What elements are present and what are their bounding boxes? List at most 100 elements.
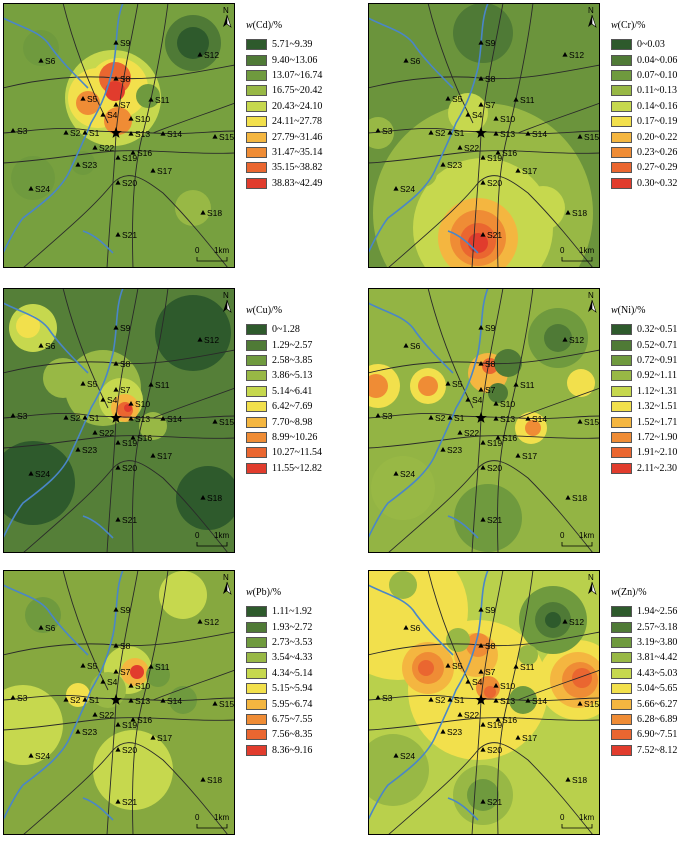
site-label: S5 — [87, 379, 98, 389]
site-label: S6 — [45, 623, 56, 633]
site-marker — [480, 232, 486, 237]
site-label: S2 — [435, 128, 446, 138]
legend-unit: /% — [635, 587, 647, 598]
site-label: S4 — [107, 677, 118, 687]
road-line — [427, 288, 474, 409]
site-label: S19 — [122, 438, 137, 448]
site-marker — [515, 453, 521, 458]
legend-unit: /% — [634, 20, 646, 31]
site-marker — [10, 413, 16, 418]
river-line — [368, 3, 489, 254]
site-marker — [28, 186, 34, 191]
concentration-patch — [368, 374, 388, 398]
concentration-patch — [482, 358, 498, 374]
legend-range-label: 5.15~5.94 — [272, 683, 313, 695]
site-marker — [80, 663, 86, 668]
site-label: S8 — [120, 74, 131, 84]
site-marker — [100, 679, 106, 684]
site-label: S15 — [584, 417, 599, 427]
site-label: S1 — [89, 413, 100, 423]
site-label: S11 — [155, 662, 170, 672]
scale-distance-label: 1km — [214, 813, 229, 822]
legend-ni: w(Ni)/% 0.32~0.51 0.52~0.71 0.72~0.91 0.92~1… — [611, 305, 700, 476]
road-line — [387, 175, 594, 268]
site-marker — [457, 712, 463, 717]
legend-range-label: 6.42~7.69 — [272, 401, 313, 413]
site-marker — [562, 619, 568, 624]
site-label: S16 — [502, 148, 517, 158]
legend-range-label: 3.19~3.80 — [637, 636, 678, 648]
site-label: S13 — [500, 414, 515, 424]
site-label: S22 — [99, 143, 114, 153]
legend-range-label: 0.27~0.29 — [637, 162, 678, 174]
site-marker — [525, 698, 531, 703]
concentration-patch — [139, 412, 167, 440]
site-label: S22 — [99, 428, 114, 438]
site-label: S9 — [485, 323, 496, 333]
site-marker — [478, 361, 484, 366]
site-label: S16 — [137, 715, 152, 725]
legend-range-label: 5.04~5.65 — [637, 683, 678, 695]
legend-range-label: 7.52~8.12 — [637, 744, 678, 756]
legend-swatch — [246, 652, 267, 664]
site-marker — [92, 145, 98, 150]
site-label: S7 — [120, 385, 131, 395]
site-marker — [115, 155, 121, 160]
river-line — [368, 17, 454, 89]
site-label: S3 — [17, 126, 28, 136]
site-marker — [525, 416, 531, 421]
site-marker — [160, 131, 166, 136]
site-marker — [445, 663, 451, 668]
site-label: S6 — [410, 56, 421, 66]
site-label: S17 — [157, 733, 172, 743]
site-label: S14 — [532, 696, 547, 706]
site-label: S5 — [87, 661, 98, 671]
site-label: S1 — [454, 413, 465, 423]
legend-entry: 11.55~12.82 — [246, 461, 340, 476]
site-marker — [495, 435, 501, 440]
site-label: S11 — [155, 95, 170, 105]
legend-range-label: 6.75~7.55 — [272, 713, 313, 725]
site-label: S6 — [410, 341, 421, 351]
legend-entry: 1.94~2.56 — [611, 604, 700, 619]
site-marker — [113, 40, 119, 45]
site-marker — [82, 697, 88, 702]
city-center-star — [475, 412, 487, 423]
site-label: S11 — [520, 95, 535, 105]
site-marker — [577, 701, 583, 706]
legend-swatch — [611, 462, 632, 474]
site-label: S7 — [485, 667, 496, 677]
river-line — [368, 570, 489, 821]
site-marker — [38, 58, 44, 63]
north-label: N — [223, 6, 229, 15]
site-label: S10 — [500, 114, 515, 124]
site-label: S15 — [584, 699, 599, 709]
road-line — [3, 694, 235, 702]
concentration-patch — [484, 686, 496, 698]
legend-entry: 2.58~3.85 — [246, 353, 340, 368]
site-label: S16 — [502, 715, 517, 725]
legend-swatch — [246, 385, 267, 397]
scale-bar: 0 1km — [195, 246, 229, 262]
legend-range-label: 0~0.03 — [637, 39, 665, 51]
site-label: S16 — [137, 433, 152, 443]
legend-range-label: 3.54~4.33 — [272, 652, 313, 664]
legend-range-label: 2.73~3.53 — [272, 636, 313, 648]
concentration-patch — [389, 571, 417, 599]
site-marker — [478, 643, 484, 648]
site-marker — [565, 777, 571, 782]
site-marker — [28, 753, 34, 758]
legend-swatch — [246, 131, 267, 143]
legend-range-label: 3.86~5.13 — [272, 370, 313, 382]
legend-entry: 6.42~7.69 — [246, 399, 340, 414]
road-line — [387, 742, 594, 835]
city-center-star — [110, 412, 122, 423]
north-label: N — [588, 573, 594, 582]
legend-range-label: 1.91~2.10 — [637, 447, 678, 459]
legend-swatch — [246, 354, 267, 366]
site-marker — [128, 401, 134, 406]
legend-element-name: Zn — [621, 587, 633, 598]
site-label: S6 — [45, 56, 56, 66]
